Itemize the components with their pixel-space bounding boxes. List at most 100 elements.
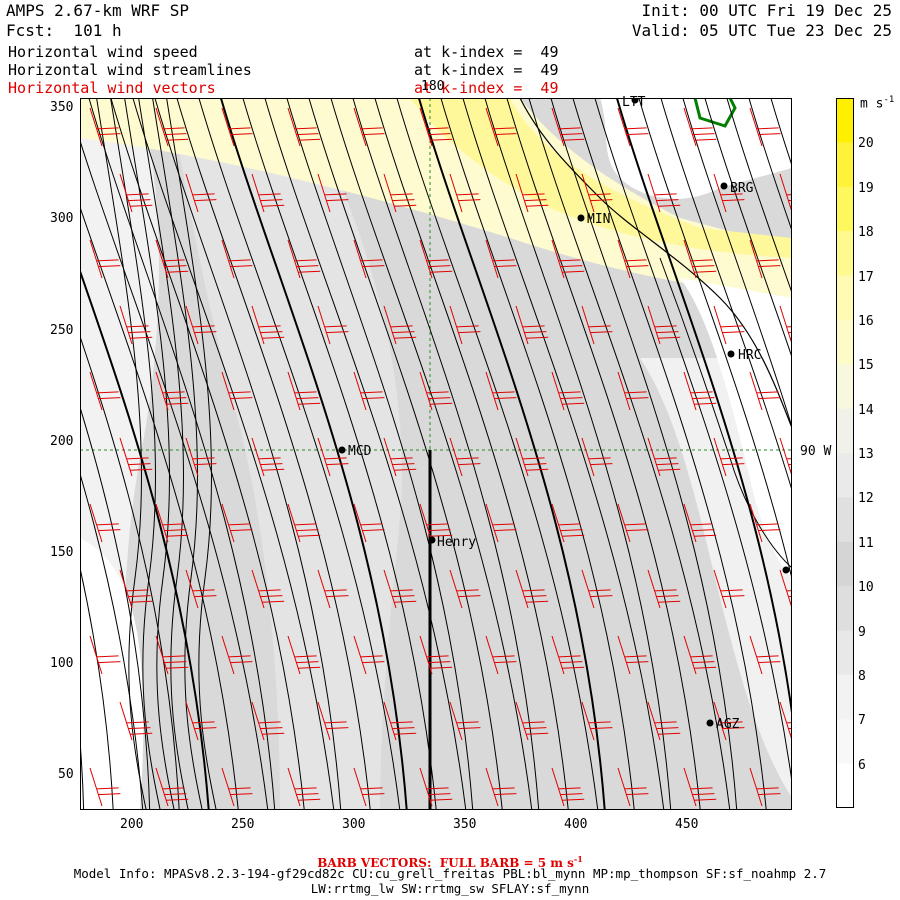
streamline <box>286 98 474 810</box>
wind-barb <box>485 503 517 543</box>
wind-barb <box>713 305 745 345</box>
wind-barb <box>779 437 792 477</box>
colorbar-unit: m s-1 <box>860 92 894 112</box>
valid-time: Valid: 05 UTC Tue 23 Dec 25 <box>631 21 892 40</box>
wind-barb <box>419 635 453 675</box>
streamline <box>417 98 606 810</box>
wind-barb <box>647 569 681 609</box>
coastline-inner <box>659 257 792 569</box>
colorbar-swatch <box>836 364 854 410</box>
streamline <box>374 98 569 810</box>
wind-barb <box>287 503 321 543</box>
station-label-mcd: MCD <box>348 444 372 459</box>
field-name-speed: Horizontal wind speed <box>8 43 198 61</box>
wind-barb <box>89 767 121 807</box>
wind-barbs <box>89 107 792 807</box>
wind-barb <box>185 569 217 609</box>
wind-barb <box>749 239 781 279</box>
wind-barb <box>119 701 153 741</box>
colorbar-label: 20 <box>858 136 874 152</box>
wind-barb <box>647 437 681 477</box>
colorbar-label: 10 <box>858 580 874 596</box>
model-info-line2: LW:rrtmg_lw SW:rrtmg_sw SFLAY:sf_mynn <box>310 881 590 896</box>
x-tick-label: 250 <box>231 817 255 832</box>
streamline <box>242 98 437 810</box>
wind-barb <box>353 239 385 279</box>
y-tick-label: 350 <box>50 100 74 115</box>
barb-note-text: BARB VECTORS: FULL BARB = 5 m s <box>317 856 574 870</box>
streamline <box>660 98 792 492</box>
wind-barb <box>617 239 649 279</box>
colorbar-swatch <box>836 142 854 188</box>
wind-barb <box>155 503 189 543</box>
wind-barb <box>119 173 153 213</box>
station-brg <box>720 182 728 190</box>
streamline <box>80 205 239 810</box>
wind-barb <box>485 635 517 675</box>
colorbar-swatch <box>836 408 854 454</box>
colorbar-label: 16 <box>858 313 874 329</box>
station-label-min: MIN <box>587 212 611 227</box>
ice-shelf-land <box>680 278 792 578</box>
wind-barb <box>383 569 417 609</box>
colorbar-label: 14 <box>858 402 874 418</box>
wind-barb <box>251 305 285 345</box>
colorbar-label: 7 <box>858 713 866 729</box>
streamline <box>682 98 792 429</box>
wind-barb <box>89 635 121 675</box>
station-edge <box>782 566 790 574</box>
wind-barb <box>449 701 481 741</box>
wind-barb <box>317 305 349 345</box>
colorbar-swatch <box>836 541 854 587</box>
streamline <box>528 98 731 810</box>
wind-barb <box>647 305 681 345</box>
wind-barb <box>317 701 349 741</box>
wind-barb <box>383 305 417 345</box>
y-tick-label: 150 <box>50 545 74 560</box>
wind-barb <box>617 107 649 147</box>
field-level-speed: at k-index = 49 <box>414 43 559 61</box>
wind-barb <box>119 437 153 477</box>
wind-barb <box>89 239 121 279</box>
wind-barb <box>89 503 121 543</box>
streamline <box>152 98 203 810</box>
streamline <box>96 98 147 810</box>
wind-barb <box>683 635 717 675</box>
streamline <box>726 98 792 295</box>
wind-barb <box>287 107 321 147</box>
wind-barb <box>317 437 349 477</box>
wind-barb <box>155 107 189 147</box>
coastline <box>519 98 792 429</box>
colorbar-swatch <box>836 186 854 232</box>
streamline <box>308 98 503 810</box>
x-tick-label: 400 <box>564 817 588 832</box>
wind-barb <box>449 437 481 477</box>
streamline <box>110 98 305 810</box>
colorbar-unit-exponent: -1 <box>883 95 895 105</box>
y-tick-label: 200 <box>50 434 74 449</box>
colorbar-label: 13 <box>858 447 874 462</box>
station-ltt <box>631 98 639 104</box>
wind-barb <box>713 701 745 741</box>
wind-barb <box>683 767 717 807</box>
wind-barb <box>581 701 613 741</box>
wind-barb <box>617 767 649 807</box>
wind-barb <box>221 239 253 279</box>
streamline <box>506 98 701 810</box>
colorbar-label: 15 <box>858 358 874 374</box>
wind-barb <box>185 173 217 213</box>
streamline <box>440 98 635 810</box>
x-tick-label: 300 <box>342 817 366 832</box>
x-tick-label: 200 <box>120 817 144 832</box>
colorbar-label: 12 <box>858 491 874 507</box>
barb-note-exponent: -1 <box>573 854 583 864</box>
wind-barb <box>581 305 613 345</box>
field-name-streamlines: Horizontal wind streamlines <box>8 61 252 79</box>
meridian-label: 180 <box>421 79 445 94</box>
wind-barb <box>287 239 321 279</box>
wind-barb <box>419 371 453 411</box>
wind-barb <box>185 701 217 741</box>
wind-barb <box>749 107 781 147</box>
wind-barb <box>647 173 681 213</box>
wind-barb <box>779 305 792 345</box>
